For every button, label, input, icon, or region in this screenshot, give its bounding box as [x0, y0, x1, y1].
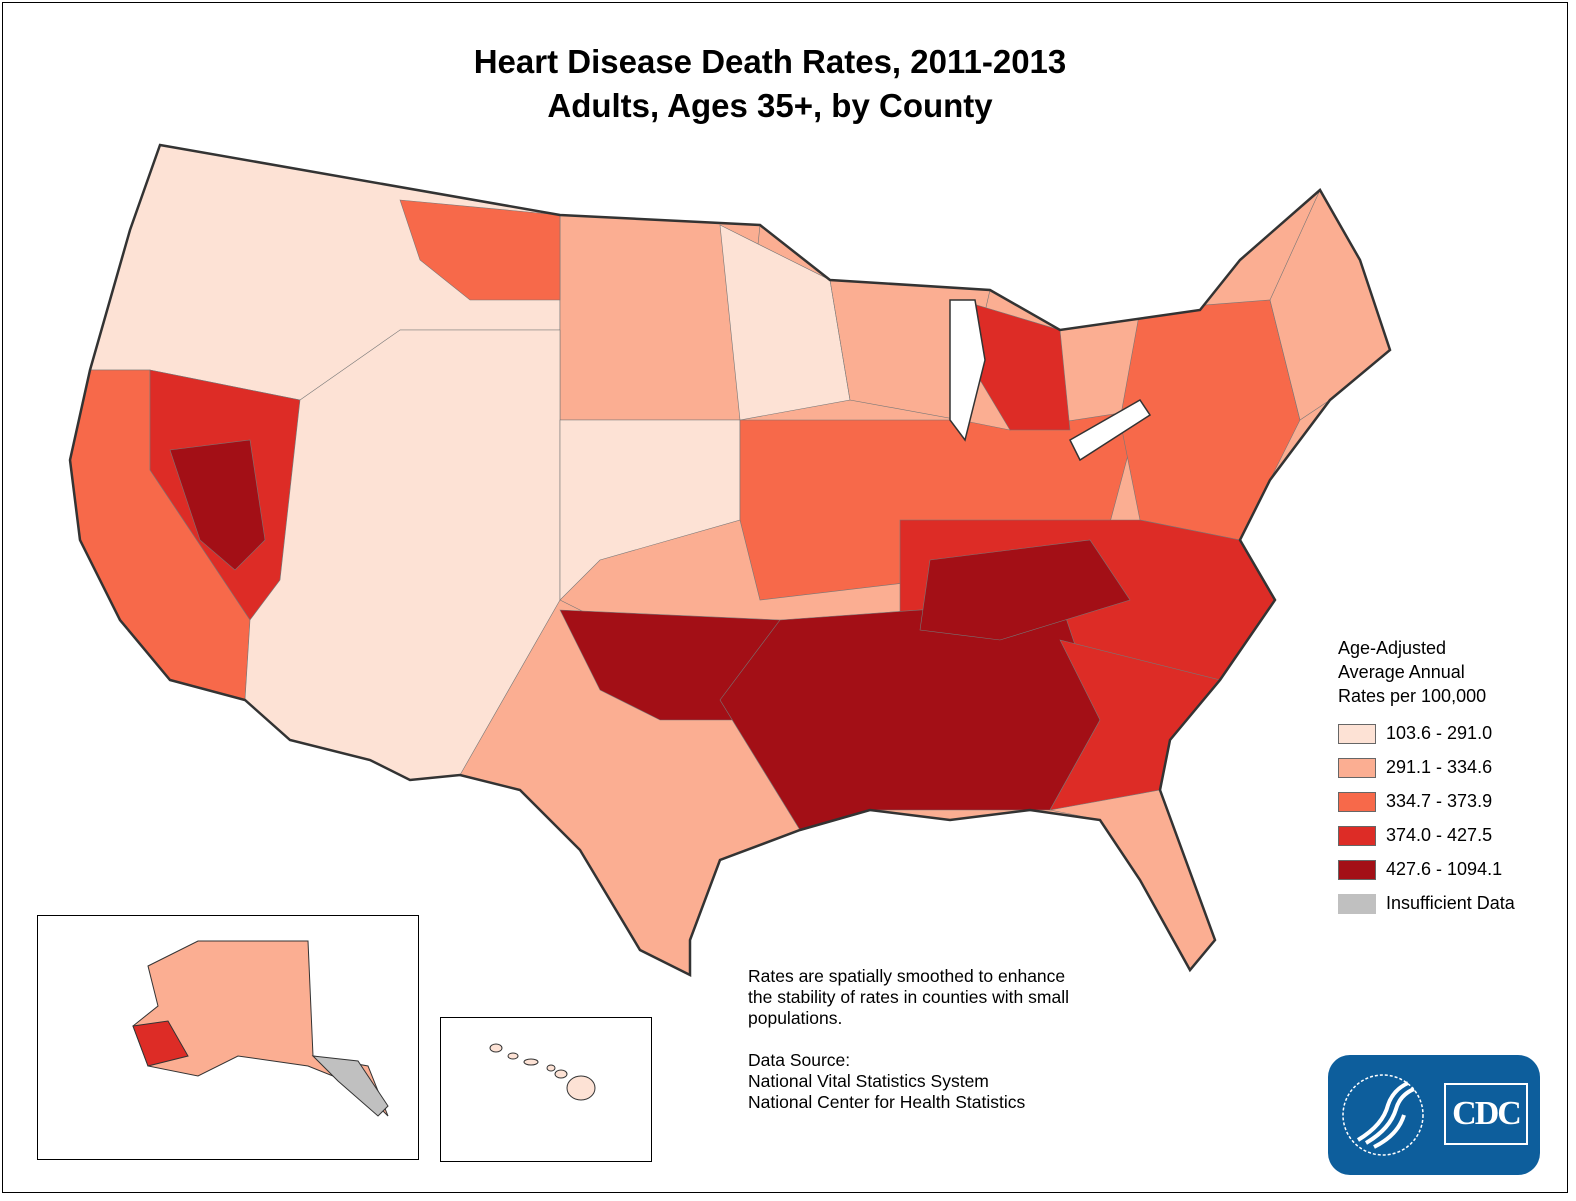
legend: Age-Adjusted Average Annual Rates per 10…: [1338, 636, 1515, 915]
lake-erie: [1069, 399, 1152, 462]
legend-title-line: Rates per 100,000: [1338, 686, 1487, 706]
data-source-line: National Vital Statistics System: [748, 1071, 989, 1091]
map-title: Heart Disease Death Rates, 2011-2013: [473, 43, 1067, 80]
legend-label: Insufficient Data: [1386, 893, 1515, 913]
legend-item: Insufficient Data: [1338, 892, 1515, 915]
hawaii-island: [546, 1064, 556, 1072]
legend-item: 374.0 - 427.5: [1338, 824, 1515, 847]
legend-item: 334.7 - 373.9: [1338, 790, 1515, 813]
region-nevada-core: [169, 439, 266, 571]
data-source-heading: Data Source:: [748, 1050, 851, 1070]
cdc-hhs-logo: CDC: [1328, 1055, 1540, 1175]
hawaii-map: [489, 1043, 596, 1101]
map-subtitle: Adults, Ages 35+, by County: [547, 87, 993, 124]
hawaii-island: [566, 1075, 596, 1101]
legend-item: 103.6 - 291.0: [1338, 722, 1515, 745]
region-montana-east: [399, 199, 561, 301]
hawaii-island: [507, 1052, 519, 1060]
alaska-panhandle: [311, 1055, 389, 1117]
legend-swatch: [1338, 825, 1376, 846]
alaska-map: [132, 940, 389, 1117]
alaska-west: [132, 1020, 189, 1067]
legend-swatch: [1338, 757, 1376, 778]
legend-swatch: [1338, 893, 1376, 914]
hawaii-island: [523, 1058, 539, 1066]
legend-swatch: [1338, 723, 1376, 744]
legend-item: 427.6 - 1094.1: [1338, 858, 1515, 881]
footnote-line: Rates are spatially smoothed to enhance: [748, 966, 1066, 986]
hhs-eagle-icon: [1342, 1074, 1424, 1156]
legend-label: 374.0 - 427.5: [1386, 825, 1493, 845]
legend-title-line: Age-Adjusted: [1338, 638, 1447, 658]
legend-item: 291.1 - 334.6: [1338, 756, 1515, 779]
region-kentucky-tn: [919, 539, 1131, 641]
hawaii-inset: [440, 1017, 652, 1162]
us-outline: [68, 143, 1392, 978]
footnote-line: the stability of rates in counties with …: [748, 987, 1069, 1007]
cdc-wordmark: CDC: [1444, 1083, 1528, 1145]
legend-title: Age-Adjusted Average Annual Rates per 10…: [1338, 636, 1515, 708]
legend-label: 291.1 - 334.6: [1386, 757, 1493, 777]
legend-title-line: Average Annual: [1338, 662, 1465, 682]
legend-swatch: [1338, 859, 1376, 880]
lake-michigan: [949, 299, 986, 442]
alaska-inset: [37, 915, 419, 1160]
region-northeast: [1119, 299, 1301, 541]
legend-swatch: [1338, 791, 1376, 812]
region-central-plains: [559, 419, 741, 601]
legend-label: 103.6 - 291.0: [1386, 723, 1493, 743]
footnote: Rates are spatially smoothed to enhance …: [748, 966, 1069, 1113]
legend-label: 334.7 - 373.9: [1386, 791, 1493, 811]
region-deep-south: [719, 599, 1101, 831]
hawaii-island: [554, 1069, 568, 1079]
hawaii-island: [489, 1043, 503, 1053]
legend-label: 427.6 - 1094.1: [1386, 859, 1503, 879]
data-source-line: National Center for Health Statistics: [748, 1092, 1026, 1112]
footnote-line: populations.: [748, 1008, 843, 1028]
